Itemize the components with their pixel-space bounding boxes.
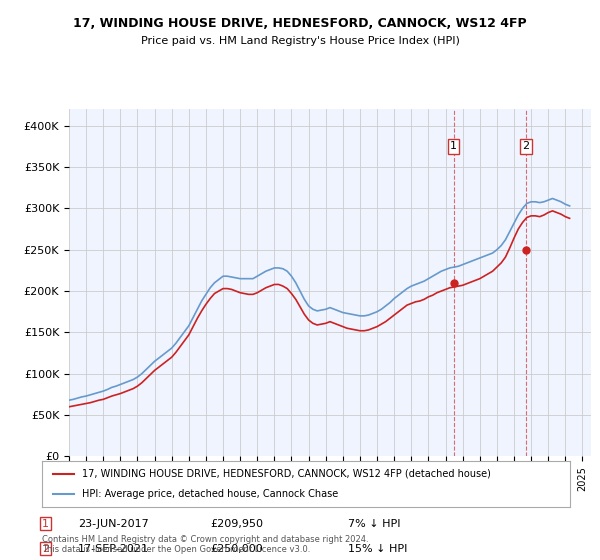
Text: 17, WINDING HOUSE DRIVE, HEDNESFORD, CANNOCK, WS12 4FP: 17, WINDING HOUSE DRIVE, HEDNESFORD, CAN… bbox=[73, 17, 527, 30]
Text: HPI: Average price, detached house, Cannock Chase: HPI: Average price, detached house, Cann… bbox=[82, 489, 338, 499]
Text: 23-JUN-2017: 23-JUN-2017 bbox=[78, 519, 149, 529]
Text: Price paid vs. HM Land Registry's House Price Index (HPI): Price paid vs. HM Land Registry's House … bbox=[140, 36, 460, 46]
Text: £250,000: £250,000 bbox=[210, 544, 263, 554]
Text: £209,950: £209,950 bbox=[210, 519, 263, 529]
Text: 17-SEP-2021: 17-SEP-2021 bbox=[78, 544, 149, 554]
Text: 15% ↓ HPI: 15% ↓ HPI bbox=[348, 544, 407, 554]
Text: 1: 1 bbox=[450, 142, 457, 151]
Text: 2: 2 bbox=[42, 544, 49, 554]
Text: 7% ↓ HPI: 7% ↓ HPI bbox=[348, 519, 401, 529]
Text: 2: 2 bbox=[523, 142, 530, 151]
Text: 17, WINDING HOUSE DRIVE, HEDNESFORD, CANNOCK, WS12 4FP (detached house): 17, WINDING HOUSE DRIVE, HEDNESFORD, CAN… bbox=[82, 469, 490, 479]
Text: 1: 1 bbox=[42, 519, 49, 529]
Text: Contains HM Land Registry data © Crown copyright and database right 2024.
This d: Contains HM Land Registry data © Crown c… bbox=[42, 535, 368, 554]
